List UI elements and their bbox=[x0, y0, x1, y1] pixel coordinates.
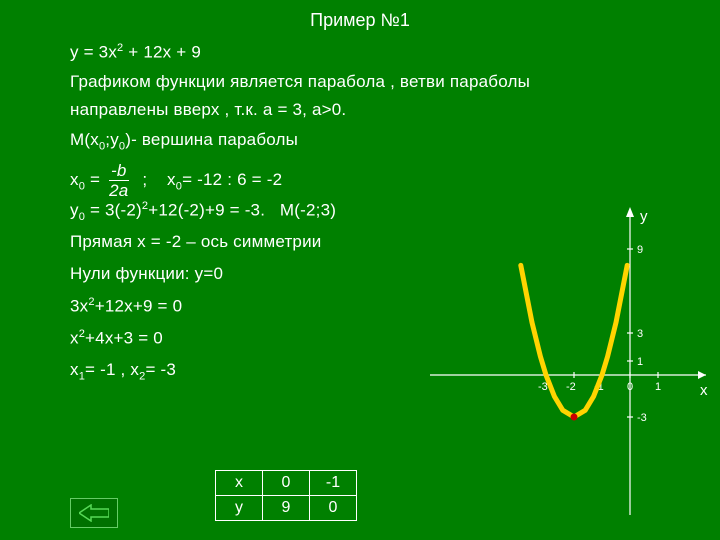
value-table: х0-1 у90 bbox=[215, 470, 357, 521]
text-line: у0 = 3(-2)2+12(-2)+9 = -3. M(-2;3) bbox=[70, 200, 336, 223]
text-line: х0 = -b 2a ; х0= -12 : 6 = -2 bbox=[70, 162, 282, 199]
svg-text:х: х bbox=[700, 382, 708, 399]
svg-text:1: 1 bbox=[655, 381, 661, 393]
back-button[interactable] bbox=[70, 498, 118, 528]
text-line: Нули функции: у=0 bbox=[70, 264, 223, 284]
svg-text:3: 3 bbox=[637, 328, 643, 340]
slide-title: Пример №1 bbox=[0, 10, 720, 31]
svg-text:1: 1 bbox=[637, 356, 643, 368]
text-line: М(х0;у0)- вершина параболы bbox=[70, 130, 298, 152]
table-row: х0-1 bbox=[216, 471, 357, 496]
text-line: Прямая х = -2 – ось симметрии bbox=[70, 232, 321, 252]
svg-text:-2: -2 bbox=[566, 381, 576, 393]
svg-text:9: 9 bbox=[637, 244, 643, 256]
text-line: Графиком функции является парабола , вет… bbox=[70, 72, 530, 92]
table-row: у90 bbox=[216, 496, 357, 521]
back-arrow-icon bbox=[79, 504, 109, 522]
text-line: х1= -1 , х2= -3 bbox=[70, 360, 176, 382]
text-line: направлены вверх , т.к. а = 3, а>0. bbox=[70, 100, 346, 120]
fraction: -b 2a bbox=[109, 162, 129, 199]
text-line: х2+4х+3 = 0 bbox=[70, 328, 163, 349]
text-line: 3х2+12х+9 = 0 bbox=[70, 296, 182, 317]
svg-text:-3: -3 bbox=[637, 412, 647, 424]
eq-line: у = 3х2 + 12х + 9 bbox=[70, 42, 201, 63]
svg-text:0: 0 bbox=[627, 381, 633, 393]
svg-text:у: у bbox=[640, 208, 648, 225]
parabola-chart: ху-3-2-101139-3 bbox=[430, 205, 710, 520]
svg-text:-3: -3 bbox=[538, 381, 548, 393]
